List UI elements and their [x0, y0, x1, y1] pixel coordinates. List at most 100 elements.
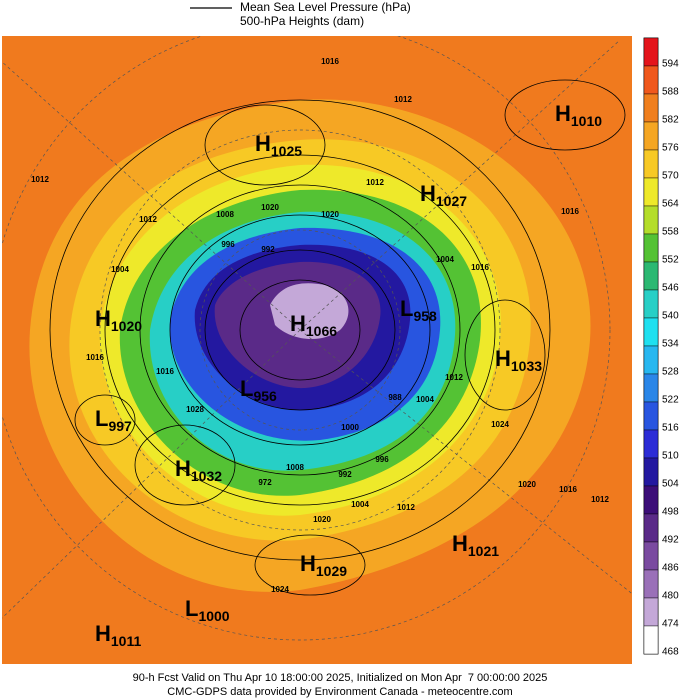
pressure-center: H1011	[95, 621, 141, 649]
center-value: 1000	[198, 608, 229, 624]
colorbar-box	[643, 233, 659, 263]
colorbar-label: 480	[662, 591, 679, 602]
contour-label: 1004	[351, 500, 369, 509]
colorbar-box	[643, 513, 659, 543]
colorbar-box	[643, 625, 659, 655]
colorbar-label: 498	[662, 507, 679, 518]
pressure-center: H1027	[420, 181, 467, 209]
footer-text: CMC-GDPS data provided by Environment Ca…	[167, 686, 512, 698]
center-type: H	[495, 346, 511, 371]
pressure-center: H1020	[95, 306, 142, 334]
contour-label: 1020	[261, 203, 279, 212]
contour-label: 1016	[156, 367, 174, 376]
colorbar-box	[643, 569, 659, 599]
center-value: 1021	[468, 543, 499, 559]
center-value: 1029	[316, 563, 347, 579]
colorbar-box	[643, 177, 659, 207]
colorbar-box	[643, 289, 659, 319]
contour-label: 1004	[416, 395, 434, 404]
pressure-center: H1010	[555, 101, 602, 129]
colorbar-label: 588	[662, 87, 679, 98]
pressure-center: H1029	[300, 551, 347, 579]
center-value: 1010	[571, 113, 602, 129]
center-value: 1020	[111, 318, 142, 334]
contour-label: 1028	[186, 405, 204, 414]
contour-label: 992	[261, 245, 275, 254]
colorbar-label: 570	[662, 171, 679, 182]
isobars	[49, 79, 626, 596]
colorbar-label: 576	[662, 143, 679, 154]
colorbar-box	[643, 93, 659, 123]
colorbar-box	[643, 457, 659, 487]
contour-label: 988	[388, 393, 402, 402]
contour-label: 1012	[366, 178, 384, 187]
center-value: 997	[108, 418, 132, 434]
center-value: 956	[253, 388, 277, 404]
colorbar-label: 540	[662, 311, 679, 322]
colorbar-label: 594	[662, 59, 679, 70]
contour-label: 1020	[313, 515, 331, 524]
contour-label: 1016	[559, 485, 577, 494]
contour-label: 996	[221, 240, 235, 249]
colorbar-label: 522	[662, 395, 679, 406]
center-value: 1011	[111, 633, 142, 649]
graticule	[2, 36, 632, 641]
center-type: H	[95, 621, 111, 646]
center-type: H	[175, 456, 191, 481]
center-value: 958	[413, 308, 437, 324]
colorbar-box	[643, 541, 659, 571]
center-type: H	[420, 181, 436, 206]
colorbar-label: 492	[662, 535, 679, 546]
pressure-center: L1000	[185, 596, 230, 624]
pressure-center: H1032	[175, 456, 222, 484]
colorbar-label: 516	[662, 423, 679, 434]
colorbar-label: 546	[662, 283, 679, 294]
colorbar-box	[643, 317, 659, 347]
contour-label: 1008	[216, 210, 234, 219]
center-type: L	[185, 596, 198, 621]
pressure-center: H1033	[495, 346, 542, 374]
colorbar-label: 582	[662, 115, 679, 126]
colorbar-box	[643, 597, 659, 627]
pressure-center: L958	[400, 296, 437, 324]
contour-label: 1012	[445, 373, 463, 382]
contour-label: 1004	[436, 255, 454, 264]
pressure-center: H1066	[290, 311, 337, 339]
colorbar-label: 534	[662, 339, 679, 350]
center-type: H	[290, 311, 306, 336]
center-type: H	[555, 101, 571, 126]
center-value: 1027	[436, 193, 467, 209]
contour-label: 1016	[471, 263, 489, 272]
contour-label: 996	[375, 455, 389, 464]
colorbar-box	[643, 373, 659, 403]
contour-label: 1012	[139, 215, 157, 224]
contour-label: 1012	[397, 503, 415, 512]
pressure-center: H1021	[452, 531, 499, 559]
colorbar-box	[643, 65, 659, 95]
center-value: 1066	[306, 323, 337, 339]
contour-label: 972	[258, 478, 272, 487]
contour-label: 1012	[591, 495, 609, 504]
contour-label: 1020	[321, 210, 339, 219]
colorbar-label: 558	[662, 227, 679, 238]
contour-label: 1016	[321, 57, 339, 66]
center-value: 1025	[271, 143, 302, 159]
colorbar-box	[643, 37, 659, 67]
center-value: 1032	[191, 468, 222, 484]
center-type: H	[300, 551, 316, 576]
contour-label: 1020	[518, 480, 536, 489]
colorbar-box	[643, 485, 659, 515]
colorbar-label: 474	[662, 619, 679, 630]
contour-label: 1012	[394, 95, 412, 104]
colorbar-box	[643, 205, 659, 235]
colorbar-label: 564	[662, 199, 679, 210]
contour-label: 1016	[86, 353, 104, 362]
colorbar-box	[643, 149, 659, 179]
contour-label: 1012	[31, 175, 49, 184]
colorbar-box	[643, 401, 659, 431]
colorbar-label: 468	[662, 647, 679, 658]
colorbar-label: 510	[662, 451, 679, 462]
center-type: H	[95, 306, 111, 331]
contour-label: 992	[338, 470, 352, 479]
